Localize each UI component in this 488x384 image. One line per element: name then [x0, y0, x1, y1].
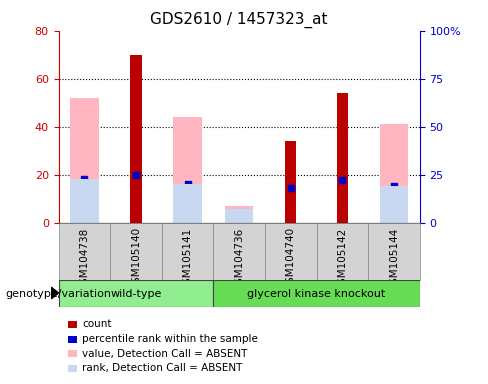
Bar	[59, 223, 110, 280]
Text: GSM104738: GSM104738	[80, 227, 89, 291]
Bar	[317, 223, 368, 280]
Bar	[380, 186, 408, 223]
Bar	[110, 223, 162, 280]
Bar	[70, 179, 99, 223]
Text: GSM105140: GSM105140	[131, 227, 141, 290]
Bar	[213, 280, 420, 307]
Text: genotype/variation: genotype/variation	[5, 289, 111, 299]
Bar	[380, 124, 408, 223]
Text: GSM104740: GSM104740	[285, 227, 296, 290]
Bar	[265, 223, 317, 280]
Bar	[337, 93, 348, 223]
Bar	[173, 117, 202, 223]
Text: percentile rank within the sample: percentile rank within the sample	[82, 334, 258, 344]
Text: value, Detection Call = ABSENT: value, Detection Call = ABSENT	[82, 349, 247, 359]
Text: GSM104736: GSM104736	[234, 227, 244, 291]
Bar	[368, 223, 420, 280]
Text: glycerol kinase knockout: glycerol kinase knockout	[247, 289, 386, 299]
Text: GSM105141: GSM105141	[183, 227, 193, 291]
Bar	[285, 141, 296, 223]
Bar	[225, 206, 253, 223]
Text: GSM105144: GSM105144	[389, 227, 399, 291]
Text: wild-type: wild-type	[110, 289, 162, 299]
Bar	[173, 184, 202, 223]
Bar	[70, 98, 99, 223]
Bar	[162, 223, 213, 280]
Bar	[59, 280, 213, 307]
Text: rank, Detection Call = ABSENT: rank, Detection Call = ABSENT	[82, 363, 243, 373]
Text: GSM105142: GSM105142	[337, 227, 347, 291]
Polygon shape	[51, 287, 59, 299]
Text: count: count	[82, 319, 111, 329]
Bar	[225, 209, 253, 223]
Bar	[130, 55, 142, 223]
Title: GDS2610 / 1457323_at: GDS2610 / 1457323_at	[150, 12, 328, 28]
Bar	[213, 223, 265, 280]
